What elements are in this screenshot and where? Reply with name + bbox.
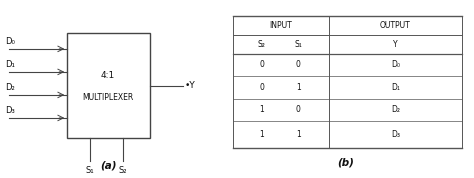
Text: 1: 1 <box>296 130 301 139</box>
Text: D₁: D₁ <box>5 60 15 69</box>
Text: 1: 1 <box>259 105 264 114</box>
Text: S₁: S₁ <box>294 40 302 49</box>
Text: S₂: S₂ <box>258 40 265 49</box>
Text: 0: 0 <box>296 60 301 69</box>
Text: D₃: D₃ <box>391 130 400 139</box>
Bar <box>67 33 150 138</box>
Text: 0: 0 <box>259 60 264 69</box>
Text: INPUT: INPUT <box>270 21 292 30</box>
Text: D₀: D₀ <box>5 37 15 46</box>
Text: S₂: S₂ <box>119 166 128 175</box>
Text: D₁: D₁ <box>391 83 400 92</box>
Text: S₁: S₁ <box>86 166 94 175</box>
Text: Y: Y <box>393 40 398 49</box>
Text: 4:1: 4:1 <box>101 70 115 80</box>
Text: D₃: D₃ <box>5 106 15 116</box>
Text: 0: 0 <box>259 83 264 92</box>
Text: (a): (a) <box>100 161 117 171</box>
Text: 0: 0 <box>296 105 301 114</box>
Text: 1: 1 <box>259 130 264 139</box>
Text: D₂: D₂ <box>391 105 400 114</box>
Text: MULTIPLEXER: MULTIPLEXER <box>82 93 134 102</box>
Text: D₀: D₀ <box>391 60 400 69</box>
Text: OUTPUT: OUTPUT <box>380 21 411 30</box>
Text: (b): (b) <box>337 158 355 167</box>
Text: •Y: •Y <box>185 81 195 90</box>
Text: 1: 1 <box>296 83 301 92</box>
Text: D₂: D₂ <box>5 83 15 92</box>
